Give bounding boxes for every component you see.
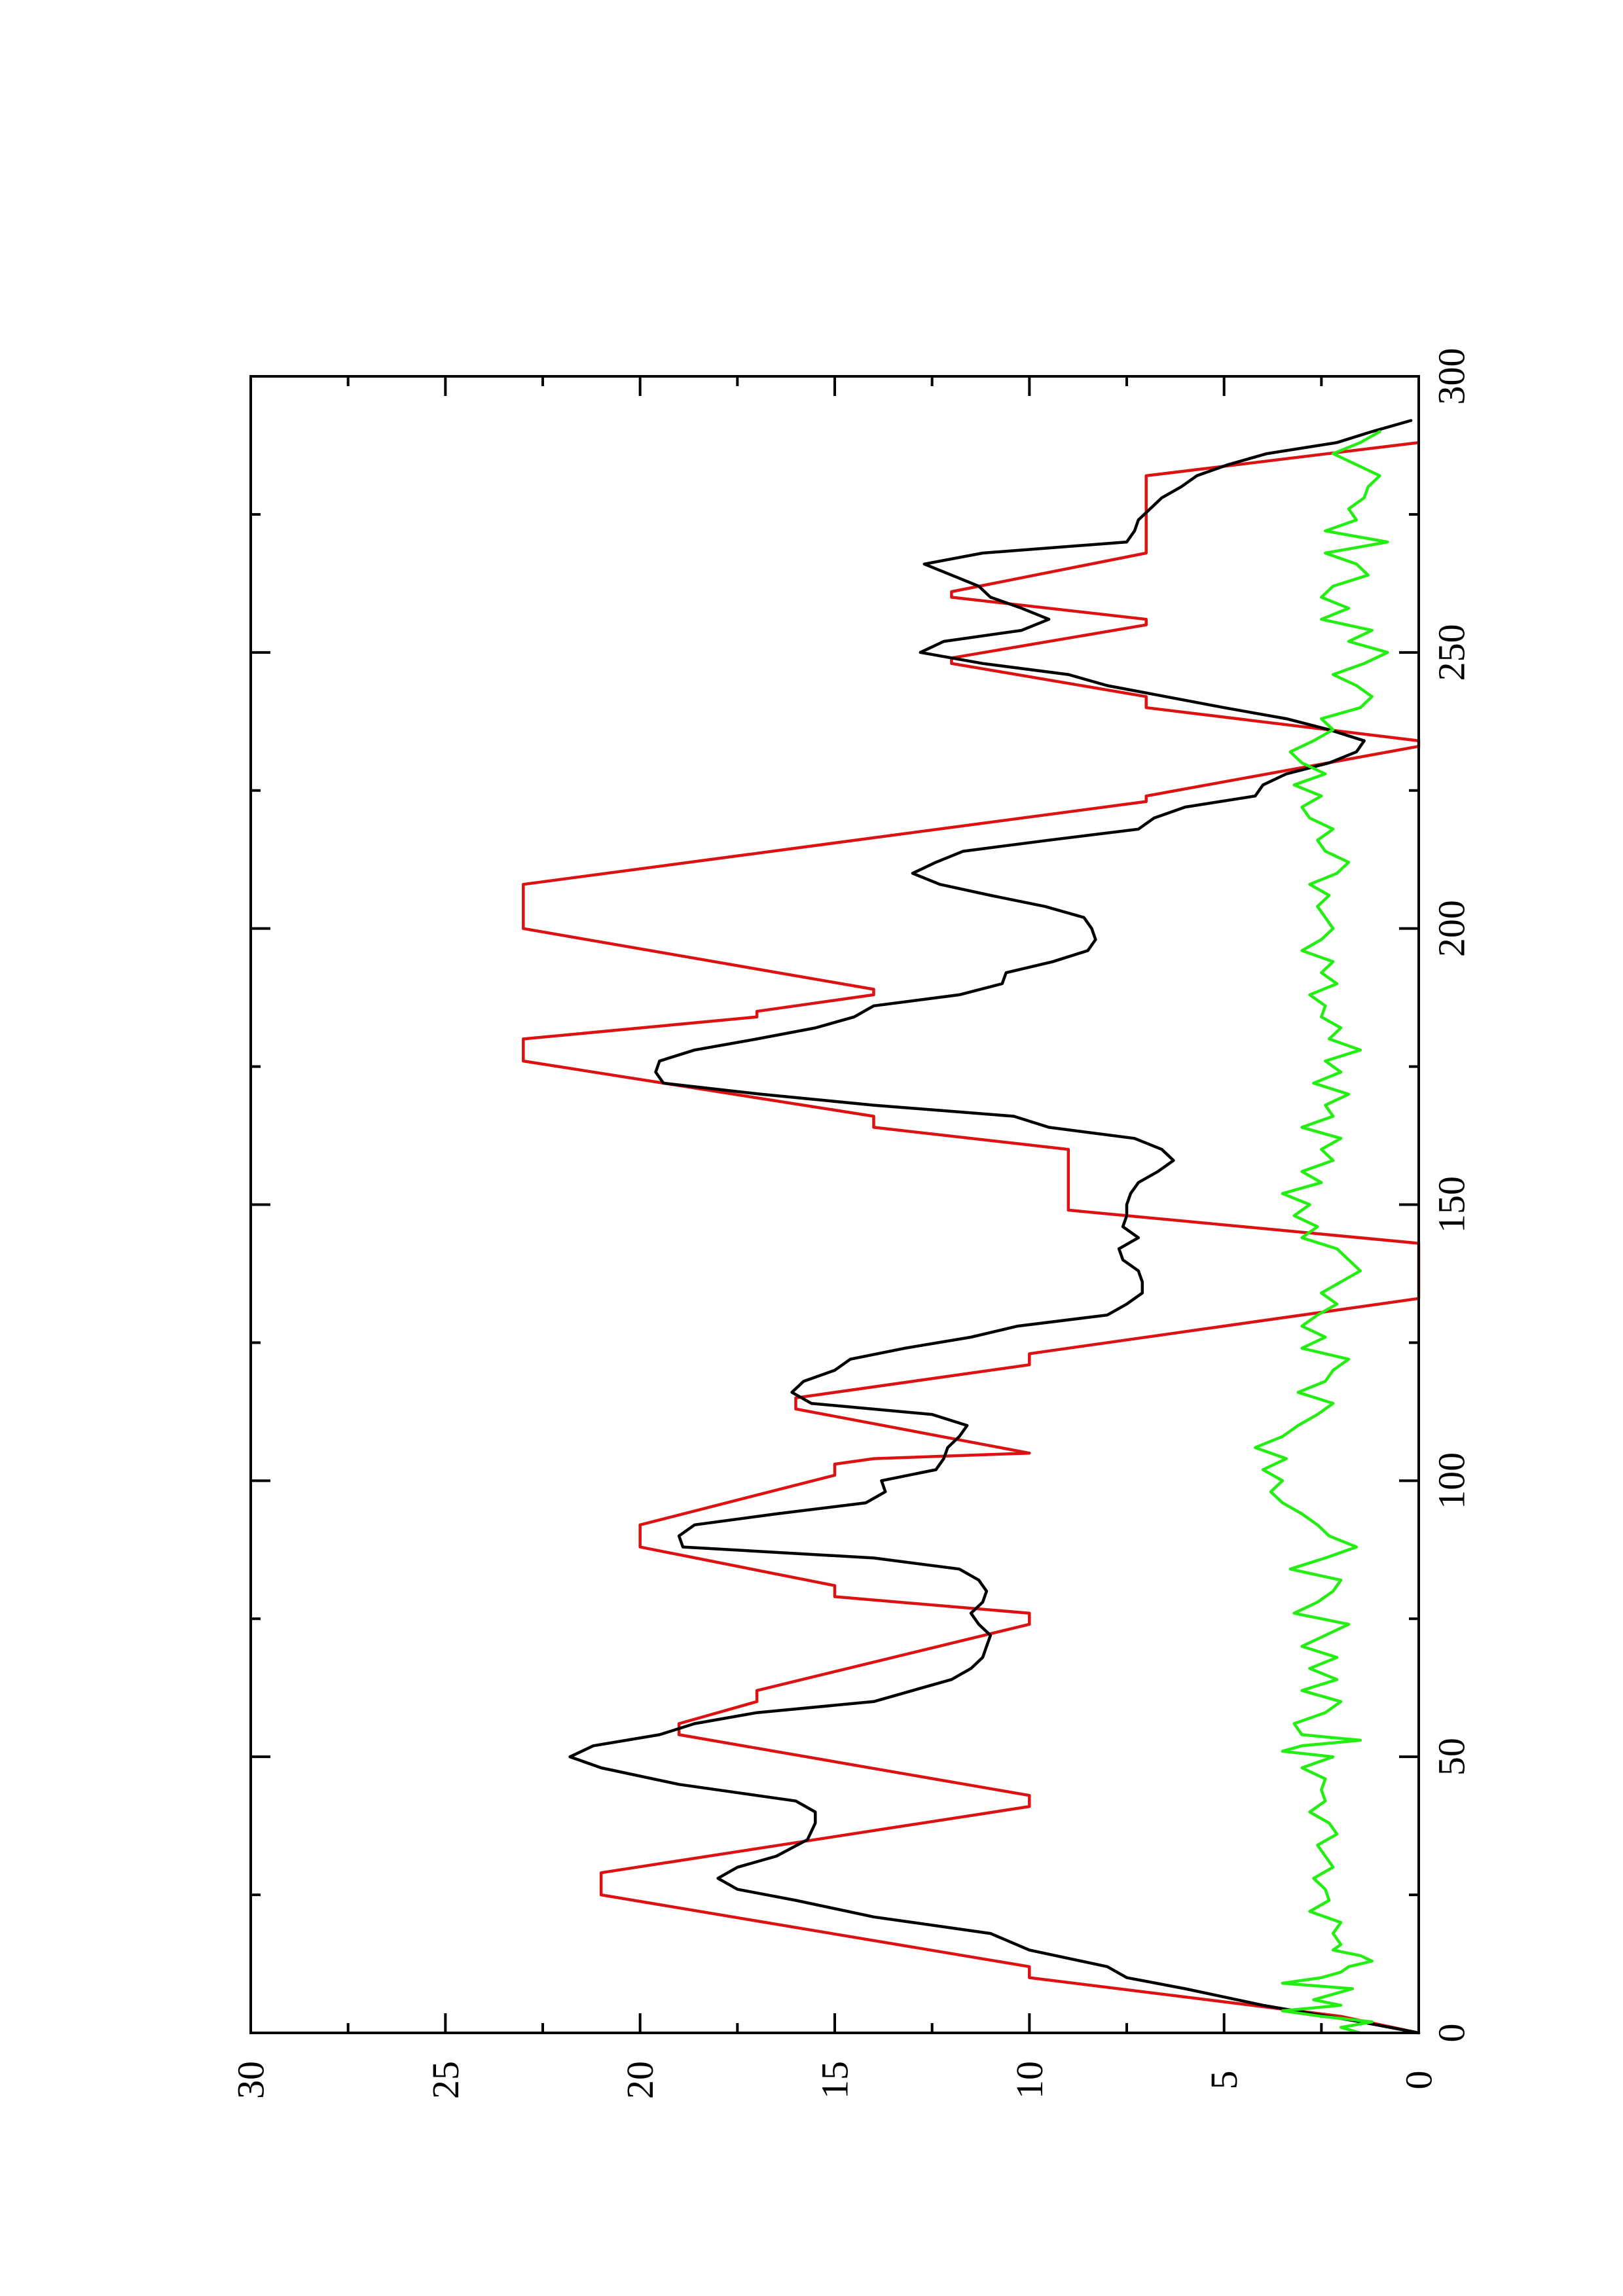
y-tick-label: 5	[1203, 2071, 1245, 2090]
x-tick-label: 100	[1431, 1452, 1473, 1509]
y-tick-label: 10	[1008, 2061, 1051, 2099]
x-tick-label: 150	[1431, 1176, 1473, 1233]
x-tick-label: 50	[1431, 1738, 1473, 1776]
series-line-3	[1253, 430, 1389, 2035]
y-tick-label: 15	[814, 2061, 856, 2099]
x-tick-label: 250	[1431, 624, 1473, 681]
y-tick-label: 20	[619, 2061, 661, 2099]
x-tick-label: 200	[1431, 900, 1473, 957]
y-tick-label: 30	[230, 2061, 272, 2099]
tick-label-layer: 0 50 100 150 200 250 300 0 5 10 15 20 25 30	[230, 348, 1473, 2100]
series-line-2	[568, 419, 1421, 2035]
plot-frame	[249, 375, 1420, 2034]
series-line-1	[522, 440, 1421, 2035]
y-tick-label: 0	[1398, 2071, 1440, 2090]
x-tick-label: 300	[1431, 348, 1473, 405]
y-tick-label: 25	[424, 2061, 467, 2099]
series-layer	[522, 419, 1421, 2035]
x-tick-label: 0	[1431, 2024, 1473, 2043]
tick-layer	[249, 375, 1420, 2034]
